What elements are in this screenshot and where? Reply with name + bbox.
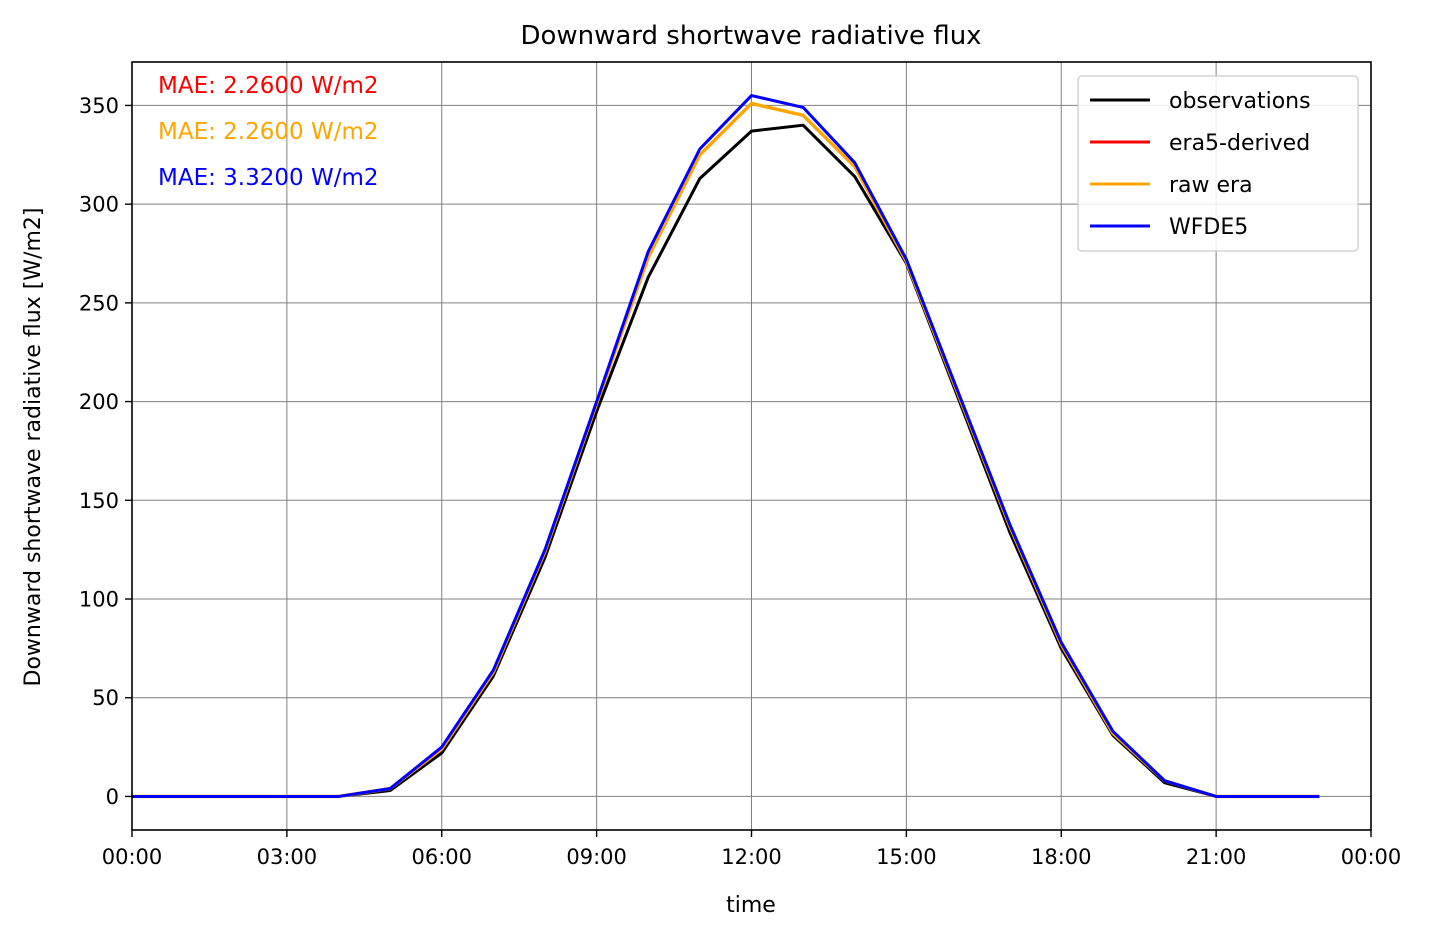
legend: observations era5-derived raw era WFDE5 xyxy=(1077,75,1359,252)
legend-box xyxy=(1077,75,1359,252)
legend-label: WFDE5 xyxy=(1169,215,1248,240)
legend-label: raw era xyxy=(1169,173,1253,198)
legend-label: observations xyxy=(1169,89,1311,114)
x-tick-label: 12:00 xyxy=(721,845,782,869)
y-tick-label: 150 xyxy=(79,489,119,513)
legend-label: era5-derived xyxy=(1169,131,1310,156)
x-tick-label: 06:00 xyxy=(411,845,472,869)
mae-annotation: MAE: 2.2600 W/m2 xyxy=(158,119,379,145)
y-tick-label: 300 xyxy=(79,193,119,217)
chart-title: Downward shortwave radiative flux xyxy=(520,21,981,51)
y-tick-label: 350 xyxy=(79,94,119,118)
axis-ticks: 00:00 03:00 06:00 09:00 12:00 15:00 18:00 21:00… xyxy=(79,94,1401,869)
x-tick-label: 03:00 xyxy=(257,845,318,869)
x-tick-label: 18:00 xyxy=(1031,845,1092,869)
y-axis-label: Downward shortwave radiative flux [W/m2] xyxy=(21,208,46,687)
mae-annotation: MAE: 3.3200 W/m2 xyxy=(158,165,379,191)
y-tick-label: 250 xyxy=(79,291,119,315)
mae-annotations: MAE: 2.2600 W/m2 MAE: 2.2600 W/m2 MAE: 3.3… xyxy=(158,73,379,191)
y-tick-label: 0 xyxy=(106,785,119,809)
x-axis-label: time xyxy=(726,893,776,918)
y-tick-label: 50 xyxy=(92,686,119,710)
x-tick-label: 09:00 xyxy=(566,845,627,869)
x-tick-label: 21:00 xyxy=(1186,845,1247,869)
y-tick-label: 200 xyxy=(79,390,119,414)
series-lines xyxy=(132,94,1320,799)
x-tick-label: 00:00 xyxy=(102,845,163,869)
series-line-wfde5 xyxy=(132,94,1320,798)
mae-annotation: MAE: 2.2600 W/m2 xyxy=(158,73,379,99)
x-tick-label: 15:00 xyxy=(876,845,937,869)
x-tick-label: 00:00 xyxy=(1341,845,1402,869)
y-tick-label: 100 xyxy=(79,588,119,612)
